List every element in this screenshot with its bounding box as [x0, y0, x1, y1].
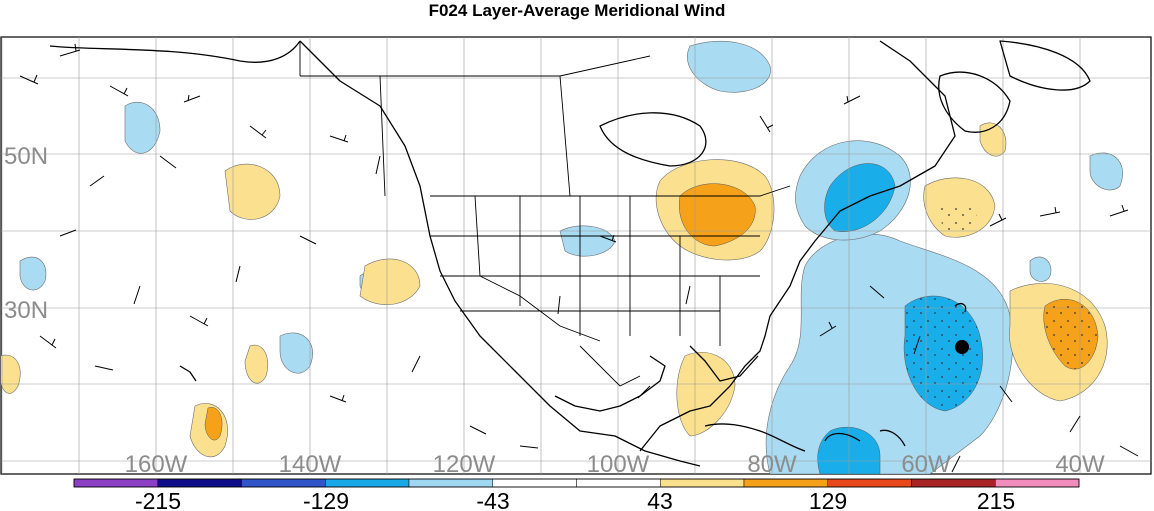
color-bar-box: [660, 478, 745, 488]
lon-label-160w: 160W: [125, 451, 188, 476]
lat-label-50n: 50N: [4, 143, 48, 170]
color-bar-box: [157, 478, 242, 488]
color-bar-box: [73, 478, 158, 488]
coastlines: [49, 40, 1091, 467]
color-bar-box: [492, 478, 577, 488]
lon-label-140w: 140W: [279, 451, 342, 476]
shading-negative-light: [19, 40, 1123, 474]
wind-barbs: [19, 43, 1139, 473]
color-bar-box: [408, 478, 493, 488]
colorbar-label-neg129: -129: [303, 488, 349, 511]
color-bar-boxes: [73, 478, 1080, 488]
stippling: [904, 201, 1098, 411]
color-bar-box: [241, 478, 326, 488]
color-bar-box: [995, 478, 1080, 488]
colorbar-label-129: 129: [809, 488, 847, 511]
color-bar: -215 -129 -43 43 129 215: [73, 478, 1080, 511]
political-borders: [299, 41, 791, 387]
station-dot: [955, 340, 969, 354]
lon-label-60w: 60W: [901, 451, 951, 476]
colorbar-label-neg43: -43: [476, 488, 509, 511]
lat-label-30n: 30N: [4, 297, 48, 324]
lon-label-40w: 40W: [1055, 451, 1105, 476]
chart-title: F024 Layer-Average Meridional Wind: [428, 1, 726, 20]
color-bar-box: [827, 478, 912, 488]
meridional-wind-map: 50N 30N 160W 140W 120W 100W 80W 60W 40W: [0, 36, 1152, 476]
color-bar-box: [576, 478, 661, 488]
color-bar-box: [743, 478, 828, 488]
color-bar-box: [325, 478, 410, 488]
color-bar-box: [911, 478, 996, 488]
lat-lon-grid: [1, 37, 1151, 474]
lon-label-100w: 100W: [587, 451, 650, 476]
colorbar-label-215: 215: [977, 488, 1015, 511]
lon-label-80w: 80W: [747, 451, 797, 476]
lon-label-120w: 120W: [433, 451, 496, 476]
colorbar-label-43: 43: [647, 488, 673, 511]
colorbar-label-neg215: -215: [135, 488, 181, 511]
